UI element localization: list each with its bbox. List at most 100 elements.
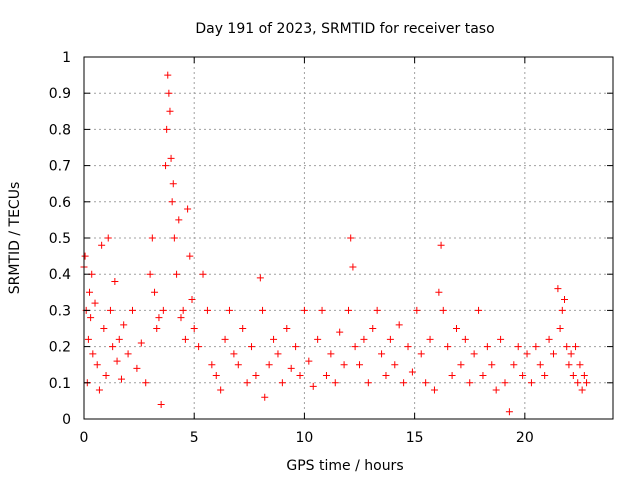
data-point (492, 386, 500, 394)
data-point (173, 270, 181, 278)
data-point (569, 372, 577, 380)
x-tick-label: 20 (516, 430, 534, 446)
data-point (345, 306, 352, 314)
data-point (124, 350, 132, 358)
axis-ticks: 00.10.20.30.40.50.60.70.80.910 5 10 15 20 (49, 50, 613, 446)
data-point (501, 379, 509, 387)
data-point (340, 361, 348, 369)
data-point (532, 343, 540, 351)
data-point (382, 372, 390, 380)
data-point (261, 393, 269, 401)
data-point (230, 350, 238, 358)
data-point (199, 270, 207, 278)
data-point (309, 382, 317, 390)
data-point (133, 364, 141, 372)
data-point (120, 321, 128, 329)
y-tick-label: 0.5 (49, 231, 71, 247)
data-point (190, 325, 198, 332)
data-point (483, 343, 491, 351)
x-axis-title: GPS time / hours (286, 458, 403, 474)
data-point (488, 361, 496, 369)
data-point (128, 306, 136, 314)
data-point (576, 361, 584, 369)
x-tick-label: 5 (190, 430, 199, 446)
data-point (292, 343, 300, 351)
y-axis-title: SRMTID / TECUs (7, 182, 23, 295)
data-point (167, 154, 175, 162)
data-point (117, 375, 125, 383)
data-point (208, 361, 216, 369)
data-point (514, 343, 522, 351)
data-point (437, 241, 445, 249)
data-point (146, 270, 154, 278)
data-point (81, 252, 89, 260)
data-points (80, 71, 591, 416)
data-point (175, 216, 183, 224)
data-point (102, 372, 110, 380)
chart-title: Day 191 of 2023, SRMTID for receiver tas… (195, 21, 494, 37)
data-point (386, 335, 394, 343)
data-point (100, 325, 108, 332)
data-point (331, 379, 339, 387)
data-point (259, 306, 267, 314)
data-point (391, 361, 399, 369)
grid (84, 57, 613, 419)
data-point (413, 306, 421, 314)
data-point (234, 361, 242, 369)
data-point (453, 325, 461, 332)
data-point (248, 343, 256, 351)
data-point (583, 379, 591, 387)
data-point (369, 325, 377, 332)
data-point (179, 306, 187, 314)
data-point (300, 306, 308, 314)
data-point (168, 198, 176, 206)
data-point (155, 314, 163, 322)
y-tick-label: 1 (62, 50, 71, 66)
data-point (274, 350, 282, 358)
data-point (574, 379, 582, 387)
data-point (142, 379, 150, 387)
data-point (89, 350, 97, 358)
y-tick-label: 0.6 (49, 195, 71, 211)
data-point (217, 386, 225, 394)
data-point (184, 205, 192, 213)
data-point (109, 343, 117, 351)
data-point (549, 350, 557, 358)
data-point (435, 288, 443, 296)
data-point (519, 372, 527, 380)
data-point (239, 325, 247, 332)
data-point (287, 364, 295, 372)
data-point (578, 386, 586, 394)
data-point (466, 379, 474, 387)
y-tick-label: 0.8 (49, 122, 71, 138)
data-point (510, 361, 518, 369)
data-point (296, 372, 304, 380)
data-point (475, 306, 483, 314)
data-point (395, 321, 403, 329)
data-point (203, 306, 211, 314)
y-tick-label: 0.1 (49, 376, 71, 392)
data-point (115, 335, 123, 343)
data-point (148, 234, 156, 242)
data-point (523, 350, 531, 358)
data-point (252, 372, 260, 380)
data-point (408, 368, 416, 376)
data-point (373, 306, 381, 314)
data-point (479, 372, 487, 380)
data-point (563, 343, 571, 351)
data-point (554, 285, 562, 293)
data-point (497, 335, 505, 343)
data-point (505, 408, 513, 416)
data-point (243, 379, 251, 387)
data-point (164, 71, 172, 79)
data-point (305, 357, 313, 365)
data-point (137, 339, 145, 347)
data-point (561, 296, 569, 304)
data-point (166, 107, 174, 115)
data-point (347, 234, 355, 242)
x-tick-label: 10 (296, 430, 314, 446)
data-point (265, 361, 273, 369)
data-point (444, 343, 452, 351)
data-point (159, 306, 167, 314)
